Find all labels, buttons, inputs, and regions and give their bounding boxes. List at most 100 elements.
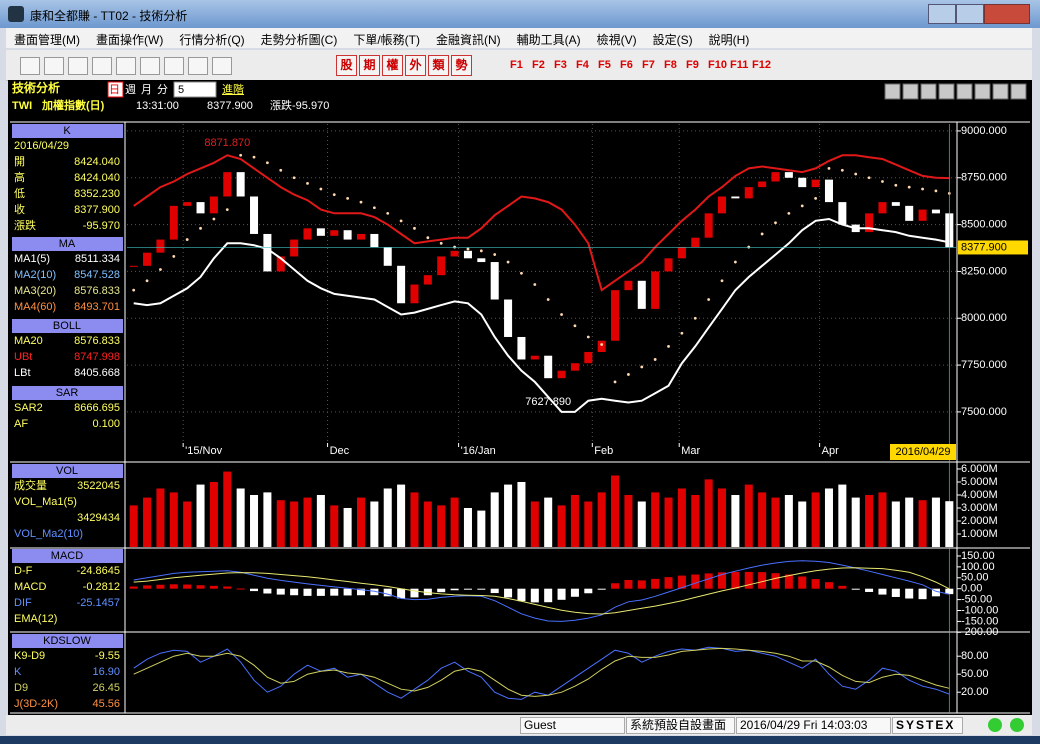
- tool-button[interactable]: [140, 57, 160, 75]
- tool-button[interactable]: [20, 57, 40, 75]
- period-button[interactable]: [123, 81, 140, 98]
- chart-tool-button[interactable]: [938, 83, 955, 100]
- tool-button[interactable]: [116, 57, 136, 75]
- menu-item[interactable]: 畫面操作(W): [96, 33, 164, 47]
- candle: [236, 172, 245, 197]
- chart-tool-button[interactable]: [920, 83, 937, 100]
- sar-dot: [359, 200, 363, 204]
- menu-item[interactable]: 畫面管理(M): [14, 33, 80, 47]
- chart-tool-button[interactable]: [902, 83, 919, 100]
- function-key[interactable]: F12: [752, 59, 771, 71]
- sar-dot: [306, 181, 309, 185]
- chart-tool-button[interactable]: [884, 83, 901, 100]
- info-value: 45.56: [92, 698, 120, 710]
- candle: [223, 172, 232, 197]
- menu-item[interactable]: 設定(S): [652, 33, 693, 47]
- candle: [664, 258, 673, 272]
- panel: 9000.000 8750.000 8500.000 8250.000 8000.000…: [127, 124, 1028, 713]
- chart-tool-button[interactable]: [992, 83, 1009, 100]
- period-label[interactable]: 日: [109, 84, 120, 96]
- menu-item[interactable]: 行情分析(Q): [179, 33, 245, 47]
- info-title: K: [63, 125, 71, 137]
- tool-button[interactable]: [44, 57, 64, 75]
- quote-time: 13:31:00: [136, 100, 179, 112]
- oscillator-bar: [624, 579, 633, 589]
- info-label: SAR2: [14, 402, 43, 414]
- volume-bar: [918, 500, 927, 547]
- chart-tool-button[interactable]: [974, 83, 991, 100]
- x-tick-label: Mar: [681, 445, 700, 457]
- volume-bar: [450, 497, 459, 547]
- status-user: Guest: [520, 717, 625, 734]
- close-button[interactable]: [984, 4, 1030, 24]
- function-key[interactable]: F2: [532, 59, 545, 71]
- function-key[interactable]: F8: [664, 59, 677, 71]
- period-button[interactable]: [139, 81, 156, 98]
- function-key[interactable]: F5: [598, 59, 611, 71]
- period-label[interactable]: 週: [125, 83, 136, 96]
- menu-item[interactable]: 金融資訊(N): [436, 33, 501, 47]
- sar-dot: [653, 358, 657, 361]
- tool-button[interactable]: [92, 57, 112, 75]
- sar-dot: [840, 168, 844, 172]
- volume-bar: [290, 501, 299, 547]
- function-key[interactable]: F3: [554, 59, 567, 71]
- y-tick-label: 8500.000: [961, 218, 1007, 230]
- function-key[interactable]: F10: [708, 59, 727, 71]
- oscillator-bar: [945, 588, 954, 595]
- function-key[interactable]: F9: [686, 59, 699, 71]
- quote-price: 8377.900: [207, 100, 253, 112]
- tool-button[interactable]: [188, 57, 208, 75]
- market-tabs: 股期權外類勢: [336, 50, 474, 76]
- tool-button[interactable]: [212, 57, 232, 75]
- chart-tool-button[interactable]: [956, 83, 973, 100]
- menu-item[interactable]: 檢視(V): [596, 33, 637, 47]
- market-tab[interactable]: 勢: [451, 55, 472, 76]
- volume-bar: [316, 494, 325, 547]
- minutes-value[interactable]: 5: [178, 84, 184, 96]
- function-key[interactable]: F7: [642, 59, 655, 71]
- volume-bar: [236, 488, 245, 547]
- chart-tool-button[interactable]: [1010, 83, 1027, 100]
- sar-dot: [279, 168, 283, 172]
- market-tab[interactable]: 期: [359, 55, 380, 76]
- menu-item[interactable]: 說明(H): [708, 33, 750, 47]
- candle: [704, 213, 713, 238]
- info-value: -0.2812: [83, 581, 120, 593]
- sar-dot: [252, 155, 256, 159]
- oscillator-bar: [450, 588, 459, 591]
- period-button[interactable]: [107, 81, 124, 98]
- tool-button[interactable]: [164, 57, 184, 75]
- minutes-select[interactable]: [173, 81, 217, 98]
- info-label: K9-D9: [14, 650, 45, 662]
- period-label[interactable]: 分: [157, 83, 168, 96]
- menu-item[interactable]: 下單/帳務(T): [353, 33, 420, 47]
- period-label[interactable]: 月: [141, 84, 152, 96]
- tool-button[interactable]: [68, 57, 88, 75]
- market-tab[interactable]: 股: [336, 55, 357, 76]
- maximize-button[interactable]: [956, 4, 984, 24]
- sar-dot: [867, 176, 871, 180]
- status-light: [988, 718, 1002, 732]
- period-button[interactable]: [155, 81, 172, 98]
- volume-bar: [383, 488, 392, 547]
- minimize-button[interactable]: [928, 4, 956, 24]
- volume-bar: [196, 484, 205, 547]
- function-key[interactable]: F6: [620, 59, 633, 71]
- menu-item[interactable]: 輔助工具(A): [516, 33, 581, 47]
- market-tab[interactable]: 權: [382, 55, 403, 76]
- market-tab[interactable]: 類: [428, 55, 449, 76]
- menu-item[interactable]: 走勢分析圖(C): [260, 33, 338, 47]
- last-price-label: 8377.900: [961, 241, 1007, 253]
- volume-bar: [263, 492, 272, 547]
- market-tab[interactable]: 外: [405, 55, 426, 76]
- function-key[interactable]: F1: [510, 59, 523, 71]
- candle: [824, 179, 833, 203]
- last-price-box: [958, 240, 1028, 255]
- function-key[interactable]: F4: [576, 59, 589, 71]
- function-key[interactable]: F11: [730, 59, 749, 71]
- volume-bar: [183, 501, 192, 547]
- volume-bar: [557, 505, 566, 547]
- advanced-link[interactable]: 進階: [222, 82, 244, 96]
